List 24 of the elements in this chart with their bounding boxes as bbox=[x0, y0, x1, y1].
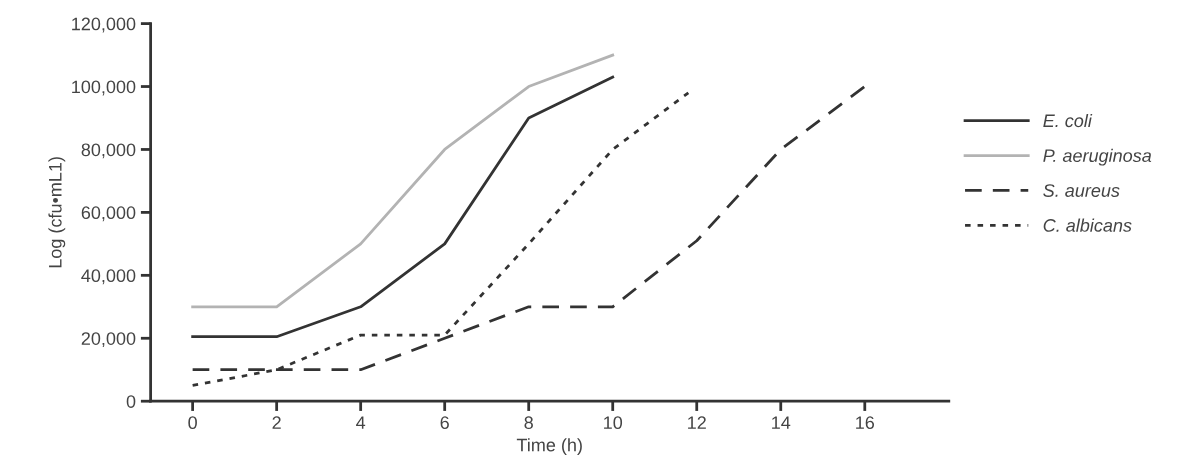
x-tick-label: 0 bbox=[188, 416, 197, 430]
y-tick-label: 40,000 bbox=[81, 269, 136, 285]
x-tick-label: 8 bbox=[524, 416, 533, 430]
x-tick-label: 2 bbox=[272, 416, 281, 429]
legend-label: P. aeruginosa bbox=[1043, 148, 1152, 166]
x-tick-label: 4 bbox=[356, 416, 366, 429]
y-tick-label: 0 bbox=[126, 395, 136, 408]
x-axis-title: Time (h) bbox=[516, 438, 582, 455]
y-axis-title: Log (cfu•mL1) bbox=[48, 157, 66, 268]
x-tick-label: 6 bbox=[440, 416, 449, 430]
x-tick-label: 10 bbox=[604, 416, 623, 430]
y-tick-label: 80,000 bbox=[81, 143, 136, 159]
legend-label: S. aureus bbox=[1043, 184, 1120, 197]
line-series bbox=[191, 75, 615, 339]
y-tick-label: 60,000 bbox=[81, 206, 136, 222]
line-series bbox=[191, 53, 615, 309]
legend-label: C. albicans bbox=[1043, 218, 1132, 232]
legend-label: E. coli bbox=[1043, 113, 1093, 128]
x-tick-label: 14 bbox=[772, 416, 791, 429]
x-tick-label: 12 bbox=[688, 416, 706, 429]
y-tick-label: 100,000 bbox=[72, 80, 136, 96]
y-tick-label: 120,000 bbox=[72, 17, 136, 33]
y-tick-label: 20,000 bbox=[81, 332, 136, 348]
x-tick-label: 16 bbox=[856, 416, 875, 430]
